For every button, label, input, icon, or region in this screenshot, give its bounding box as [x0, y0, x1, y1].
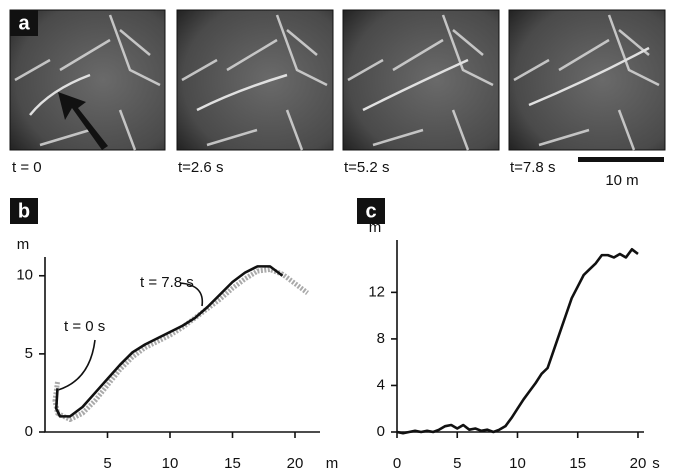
- panel-letter-box: [10, 10, 38, 36]
- panel-letter: c: [365, 200, 376, 222]
- x-tick-label: 15: [224, 455, 241, 472]
- y-tick-label: 8: [377, 330, 385, 347]
- annotation-leader: [179, 282, 204, 307]
- arrow: [58, 92, 108, 150]
- y-tick-label: 5: [25, 345, 33, 362]
- panel-letter-box: [10, 198, 38, 224]
- x-tick-label: 15: [569, 455, 586, 472]
- frame-label: t=7.8 s: [510, 159, 555, 176]
- frame-label: t = 0: [12, 159, 42, 176]
- x-tick-label: 0: [393, 455, 401, 472]
- y-unit: m: [17, 236, 30, 253]
- x-unit: s: [652, 455, 660, 472]
- micrograph: [342, 9, 500, 152]
- scale-bar: [578, 157, 664, 162]
- scale-bar-label: 10 m: [605, 172, 638, 189]
- micrograph: [176, 9, 334, 152]
- micrograph: [508, 9, 666, 152]
- annotation-leader: [57, 339, 96, 391]
- y-unit: m: [369, 219, 382, 236]
- y-tick-label: 4: [377, 376, 385, 393]
- trace: [52, 267, 309, 422]
- x-unit: m: [326, 455, 339, 472]
- frame-label: t=5.2 s: [344, 159, 389, 176]
- trace: [54, 265, 284, 418]
- panel-letter: b: [18, 200, 30, 222]
- x-tick-label: 20: [630, 455, 647, 472]
- frame-label: t=2.6 s: [178, 159, 223, 176]
- x-tick-label: 10: [162, 455, 179, 472]
- panel-letter-box: [357, 198, 385, 224]
- x-tick-label: 10: [509, 455, 526, 472]
- y-tick-label: 0: [377, 423, 385, 440]
- annotation: t = 7.8 s: [140, 274, 194, 291]
- x-tick-label: 5: [453, 455, 461, 472]
- y-tick-label: 10: [16, 267, 33, 284]
- annotation: t = 0 s: [64, 318, 105, 335]
- x-tick-label: 5: [103, 455, 111, 472]
- y-tick-label: 0: [25, 423, 33, 440]
- y-tick-label: 12: [368, 283, 385, 300]
- trace: [396, 248, 639, 435]
- micrograph-row: a t = 0 t=2.6 s t=5.2 s t=7.8 s 10 m: [9, 9, 666, 189]
- panel-letter: a: [18, 12, 30, 34]
- x-tick-label: 20: [287, 455, 304, 472]
